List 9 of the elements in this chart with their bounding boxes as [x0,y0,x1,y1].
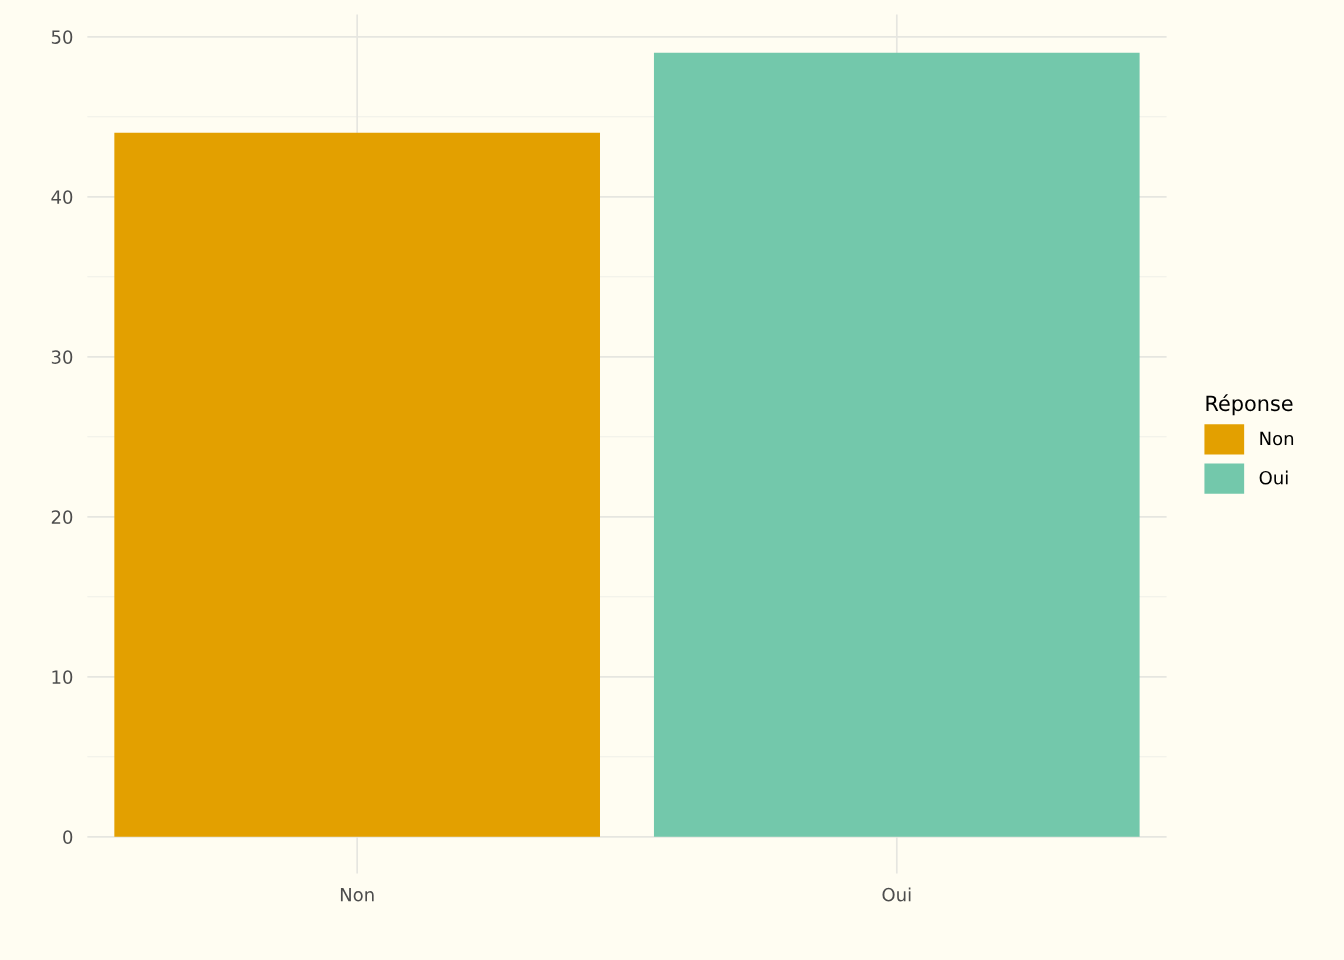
y-tick-label: 0 [63,830,73,844]
y-tick-label: 10 [52,670,73,684]
y-tick-label: 30 [51,350,73,364]
y-tick-label: 40 [51,190,73,204]
y-tick-label: 50 [51,30,73,44]
legend-label: Non [1260,431,1294,446]
y-tick-label: 20 [51,510,73,524]
legend-label: Oui [1259,470,1288,485]
legend-title: Réponse [1206,394,1293,416]
